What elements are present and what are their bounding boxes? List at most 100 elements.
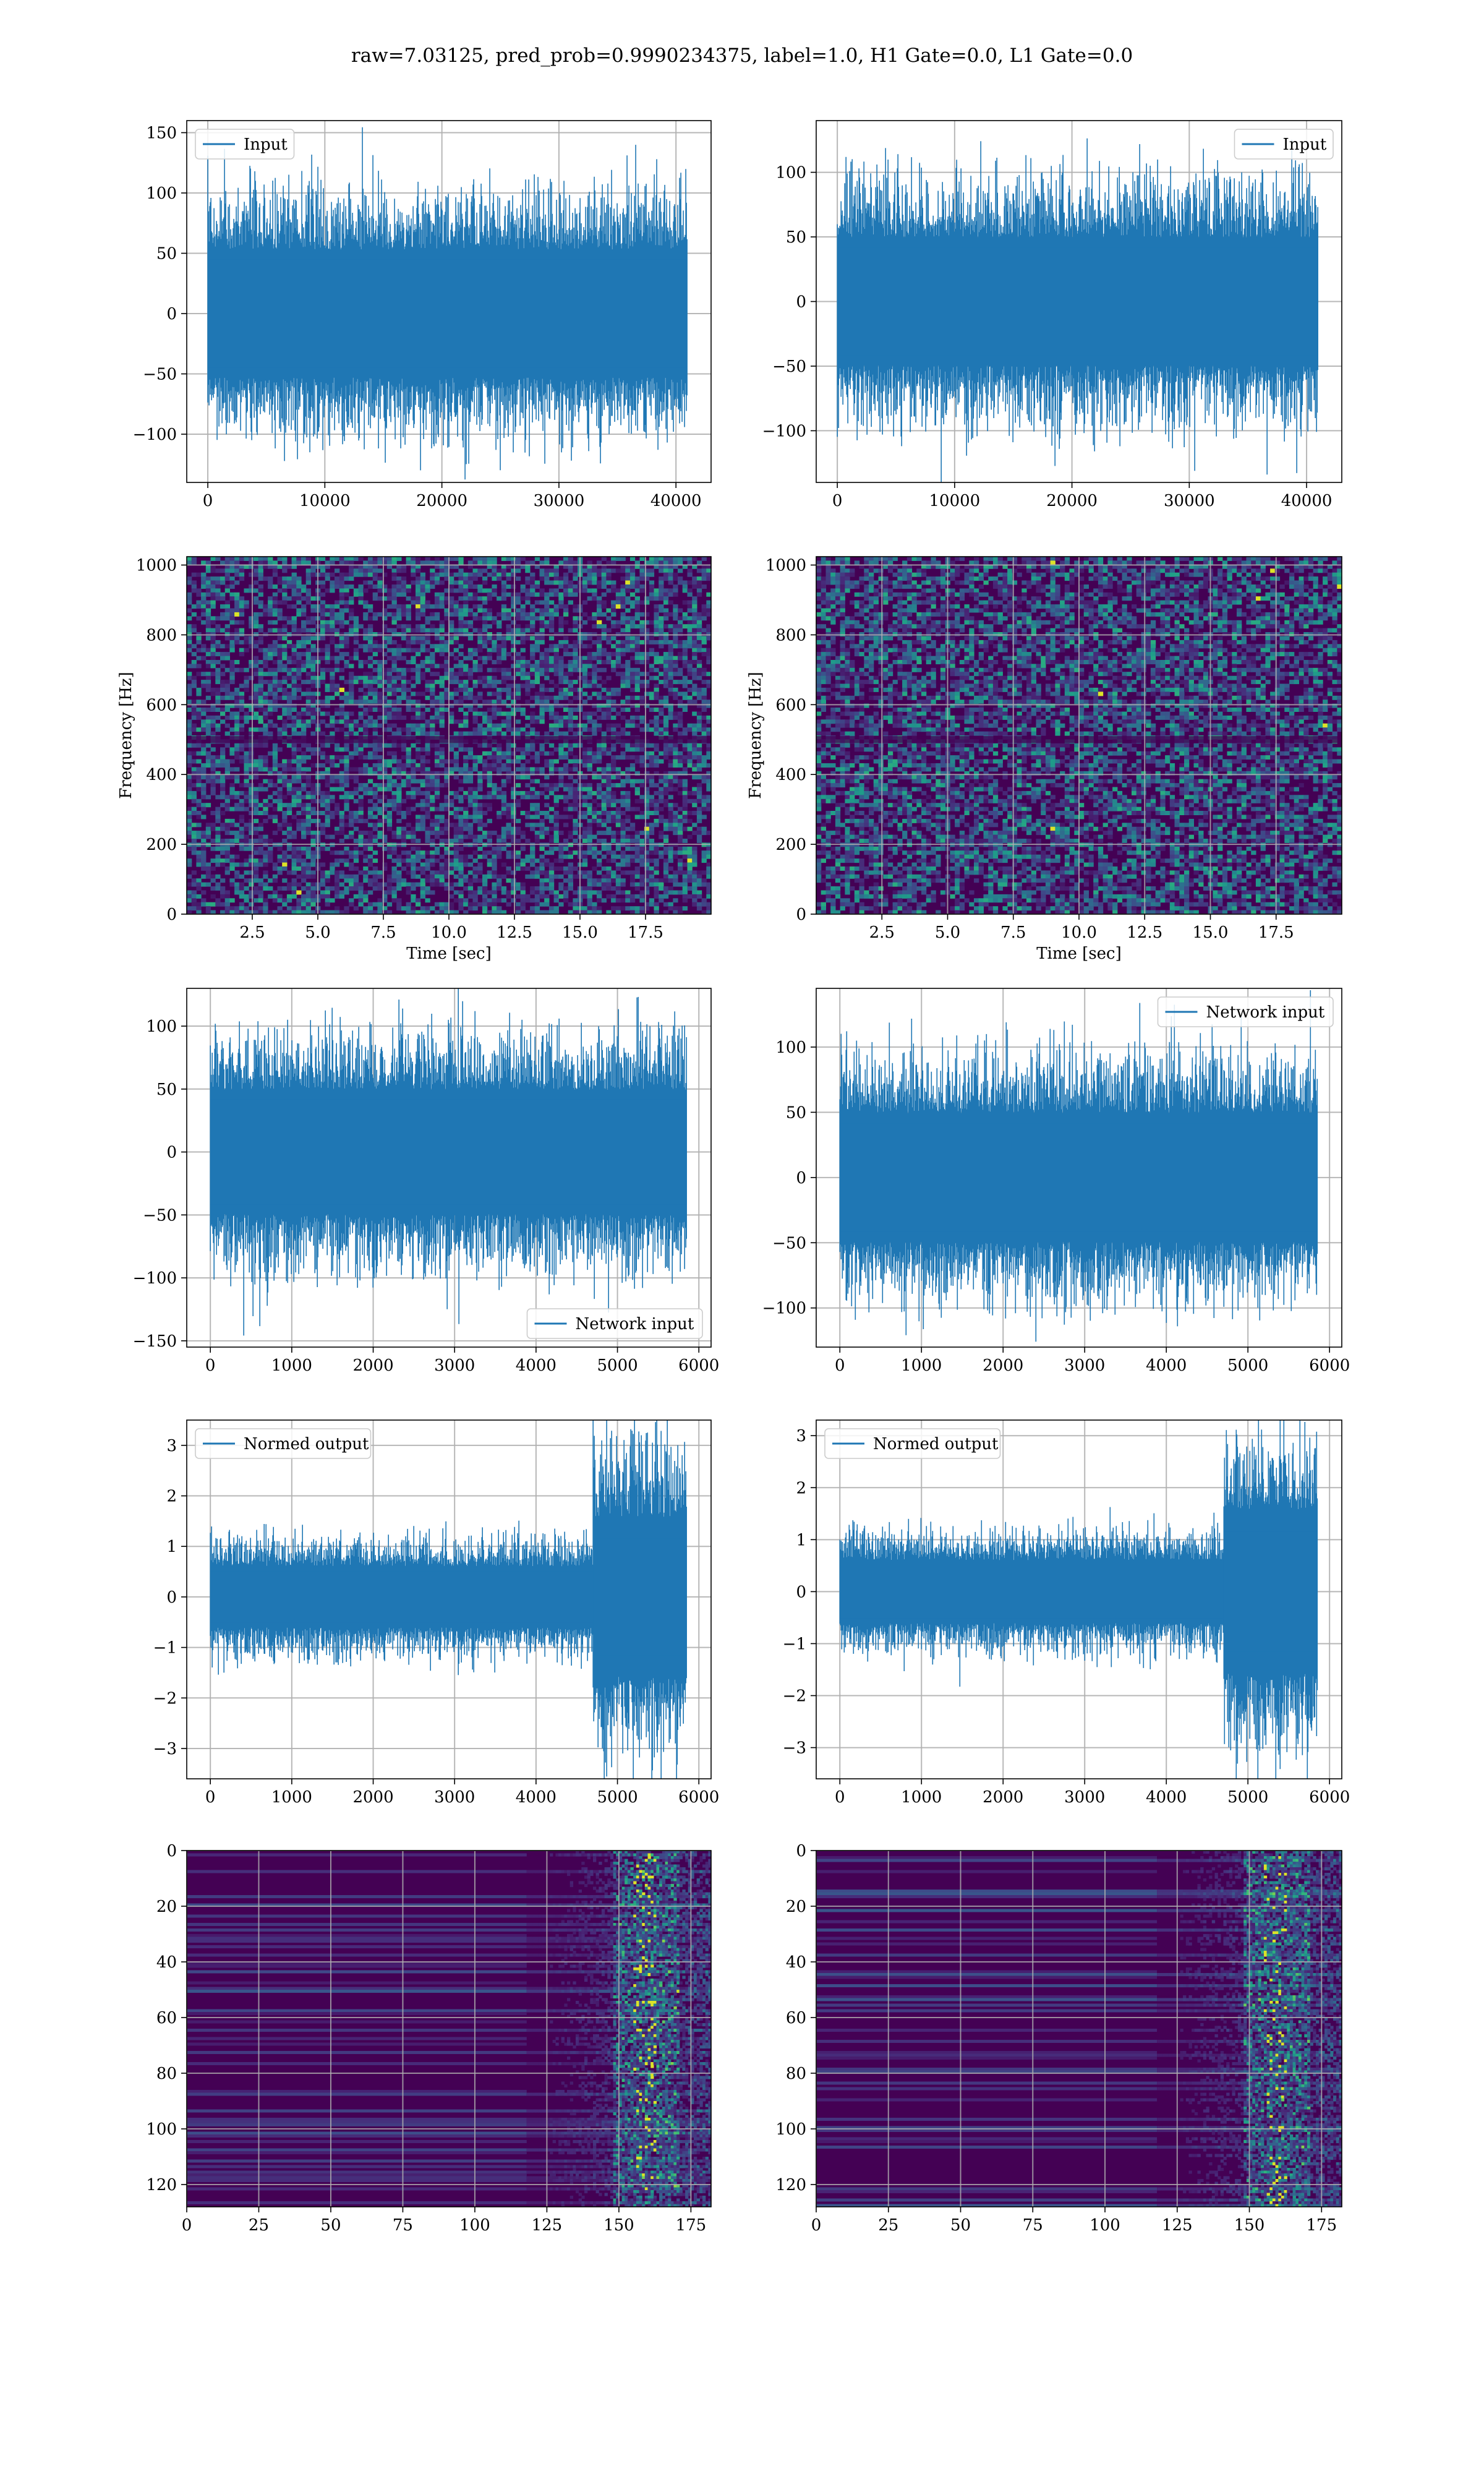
input-l1-ytick-label: 100 — [775, 164, 806, 182]
input-l1-legend-label: Input — [1283, 135, 1327, 154]
network-input-l1-legend: Network input — [1157, 996, 1334, 1027]
normed-output-h1-ytick-label: 1 — [166, 1538, 177, 1556]
feature-map-l1-ytick-label: 0 — [796, 1842, 806, 1860]
feature-map-l1-ytick-label: 40 — [786, 1953, 806, 1972]
feature-map-h1-xtick-label: 150 — [603, 2216, 634, 2235]
normed-output-l1-axes: 0 1000 2000 3000 4000 5000 6000 −3 −2 −1 0 1 2 3 Norme… — [783, 1419, 1350, 1807]
spectrogram-l1-axes: 2.5 5.0 7.5 10.0 12.5 15.0 17.5 0 200 400 600 800 10… — [746, 556, 1342, 963]
network-input-l1-series-core — [840, 1123, 1318, 1232]
network-input-h1-xtick-label: 3000 — [434, 1356, 475, 1375]
spectrogram-h1-xlabel: Time [sec] — [406, 944, 492, 963]
network-input-h1-legend: Network input — [526, 1308, 703, 1339]
input-l1-xtick-label: 10000 — [929, 492, 981, 510]
feature-map-h1-ytick-label: 60 — [156, 2009, 177, 2027]
network-input-l1-axes: 0 1000 2000 3000 4000 5000 6000 −100 −50 0 50 100 Ne… — [762, 988, 1350, 1375]
input-h1-ytick-label: 100 — [146, 184, 177, 203]
spectrogram-h1-ylabel: Frequency [Hz] — [117, 672, 135, 799]
input-h1-xtick-label: 40000 — [650, 492, 702, 510]
network-input-h1-legend-label: Network input — [576, 1315, 694, 1333]
normed-output-l1-frame — [816, 1419, 1342, 1779]
input-h1-frame — [186, 120, 712, 483]
feature-map-h1-xtick-label: 0 — [182, 2216, 192, 2235]
network-input-h1-ytick-label: −150 — [133, 1332, 177, 1351]
network-input-h1-ytick-label: −100 — [133, 1269, 177, 1288]
network-input-h1-ytick-label: −50 — [143, 1206, 177, 1225]
spectrogram-h1-xtick-label: 7.5 — [370, 923, 396, 942]
network-input-h1-xtick-label: 6000 — [678, 1356, 719, 1375]
feature-map-l1-xtick-label: 150 — [1234, 2216, 1265, 2235]
network-input-l1-xtick-label: 2000 — [983, 1356, 1023, 1375]
input-h1-xtick-label: 20000 — [416, 492, 467, 510]
spectrogram-l1-ytick-label: 600 — [775, 696, 806, 714]
network-input-h1-ytick-label: 0 — [166, 1144, 177, 1162]
network-input-h1-xtick-label: 5000 — [597, 1356, 638, 1375]
input-h1-ytick-label: 50 — [156, 245, 177, 263]
network-input-l1-xtick-label: 4000 — [1146, 1356, 1187, 1375]
feature-map-h1-axes: 0 25 50 75 100 125 150 175 0 20 40 60 80 100 120 — [146, 1842, 712, 2235]
figure-title: raw=7.03125, pred_prob=0.9990234375, lab… — [0, 45, 1484, 67]
normed-output-h1-xtick-label: 5000 — [597, 1788, 638, 1807]
normed-output-h1-axes: 0 1000 2000 3000 4000 5000 6000 −3 −2 −1 0 1 2 3 Norme… — [153, 1419, 719, 1807]
input-l1-ytick-label: 50 — [786, 228, 806, 247]
normed-output-l1-xtick-label: 4000 — [1146, 1788, 1187, 1807]
normed-output-h1-xtick-label: 6000 — [678, 1788, 719, 1807]
network-input-h1-xtick-label: 1000 — [271, 1356, 312, 1375]
spectrogram-h1-axes: 2.5 5.0 7.5 10.0 12.5 15.0 17.5 0 200 400 600 800 10… — [117, 556, 712, 963]
spectrogram-l1-xlabel: Time [sec] — [1036, 944, 1122, 963]
input-l1-series-core — [837, 247, 1318, 356]
feature-map-l1-grid — [816, 1850, 1342, 2207]
normed-output-h1-ytick-label: 3 — [166, 1437, 177, 1455]
spectrogram-h1-ytick-label: 0 — [166, 905, 177, 924]
feature-map-h1-ytick-label: 0 — [166, 1842, 177, 1860]
feature-map-l1-heatmap — [816, 1851, 1342, 2207]
spectrogram-h1-ytick-label: 800 — [146, 626, 177, 644]
network-input-l1-xtick-label: 3000 — [1064, 1356, 1105, 1375]
network-input-h1-ytick-label: 50 — [156, 1081, 177, 1099]
network-input-h1-series-core — [210, 1099, 687, 1205]
feature-map-h1-xtick-label: 175 — [676, 2216, 707, 2235]
normed-output-l1-xtick-label: 5000 — [1227, 1788, 1268, 1807]
spectrogram-l1-ytick-label: 1000 — [765, 557, 806, 575]
normed-output-h1-xtick-label: 1000 — [271, 1788, 312, 1807]
normed-output-l1-ytick-label: 0 — [796, 1583, 806, 1601]
input-h1-xtick-label: 0 — [203, 492, 213, 510]
feature-map-h1-ytick-label: 20 — [156, 1898, 177, 1916]
input-l1-xtick-label: 0 — [832, 492, 843, 510]
spectrogram-l1-xtick-label: 7.5 — [1000, 923, 1026, 942]
spectrogram-h1-xtick-label: 15.0 — [562, 923, 598, 942]
spectrogram-l1-ytick-label: 200 — [775, 836, 806, 854]
spectrogram-h1-xtick-label: 12.5 — [497, 923, 532, 942]
spectrogram-l1-ytick-label: 0 — [796, 905, 806, 924]
normed-output-h1-ytick-label: 2 — [166, 1487, 177, 1506]
network-input-l1-legend-label: Network input — [1206, 1003, 1325, 1022]
normed-output-l1-ytick-label: 3 — [796, 1427, 806, 1445]
normed-output-h1-ytick-label: 0 — [166, 1588, 177, 1607]
spectrogram-h1-ytick-label: 400 — [146, 766, 177, 784]
spectrogram-h1-xtick-label: 2.5 — [239, 923, 265, 942]
normed-output-h1-xtick-label: 3000 — [434, 1788, 475, 1807]
normed-output-l1-legend-label: Normed output — [873, 1435, 999, 1453]
input-l1-legend: Input — [1234, 129, 1334, 160]
feature-map-l1-xtick-label: 100 — [1090, 2216, 1120, 2235]
network-input-l1-xtick-label: 1000 — [901, 1356, 942, 1375]
normed-output-h1-ytick-label: −2 — [153, 1689, 177, 1708]
normed-output-h1-xtick-label: 4000 — [516, 1788, 556, 1807]
feature-map-l1-frame — [816, 1850, 1342, 2207]
feature-map-l1-ytick-label: 100 — [775, 2120, 806, 2139]
spectrogram-h1-xtick-label: 10.0 — [431, 923, 467, 942]
input-l1-ytick-label: −100 — [762, 422, 806, 440]
normed-output-l1-xtick-label: 2000 — [983, 1788, 1023, 1807]
normed-output-h1-frame — [186, 1419, 712, 1779]
feature-map-h1-xtick-label: 125 — [532, 2216, 563, 2235]
spectrogram-l1-xtick-label: 12.5 — [1127, 923, 1162, 942]
normed-output-l1-xtick-label: 0 — [835, 1788, 845, 1807]
feature-map-l1-xtick-label: 175 — [1306, 2216, 1337, 2235]
input-l1-ytick-label: −50 — [772, 357, 806, 376]
input-h1-legend: Input — [195, 129, 295, 160]
normed-output-h1-xtick-label: 0 — [205, 1788, 216, 1807]
input-l1-ytick-label: 0 — [796, 293, 806, 312]
feature-map-l1-ytick-label: 20 — [786, 1898, 806, 1916]
feature-map-l1-axes: 0 25 50 75 100 125 150 175 0 20 40 60 80 100 120 — [775, 1842, 1342, 2235]
